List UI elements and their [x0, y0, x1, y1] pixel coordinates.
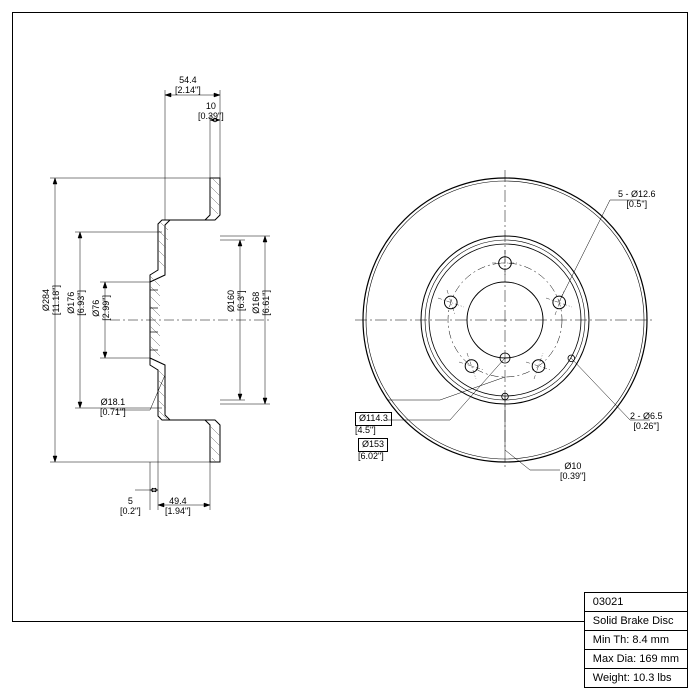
side-view — [20, 70, 300, 570]
min-th: Min Th: 8.4 mm — [584, 631, 687, 650]
dim-d284: Ø284[11.18"] — [42, 285, 62, 315]
description: Solid Brake Disc — [584, 612, 687, 631]
part-number: 03021 — [584, 593, 687, 612]
dim-w54-4: 54.4[2.14"] — [175, 76, 201, 96]
front-view — [330, 150, 690, 550]
dim-d18-1: Ø18.1[0.71"] — [100, 398, 126, 418]
callout-d153: Ø153[6.02"] — [358, 438, 388, 462]
callout-d114-3: Ø114.3[4.5"] — [355, 412, 392, 436]
dim-d160: Ø160[6.3"] — [227, 290, 247, 312]
dim-w49-4: 49.4[1.94"] — [165, 497, 191, 517]
title-block: 03021 Solid Brake Disc Min Th: 8.4 mm Ma… — [584, 592, 688, 688]
callout-holes-2: 2 - Ø6.5[0.26"] — [630, 412, 663, 432]
dim-w5: 5[0.2"] — [120, 497, 141, 517]
callout-holes-5: 5 - Ø12.6[0.5"] — [618, 190, 656, 210]
dim-d176: Ø176[6.93"] — [67, 290, 87, 316]
max-dia: Max Dia: 169 mm — [584, 650, 687, 669]
weight: Weight: 10.3 lbs — [584, 669, 687, 688]
dim-w10: 10[0.39"] — [198, 102, 224, 122]
dim-d168: Ø168[6.61"] — [252, 290, 272, 316]
callout-d10: Ø10[0.39"] — [560, 462, 586, 482]
dim-d76: Ø76[2.99"] — [92, 295, 112, 321]
